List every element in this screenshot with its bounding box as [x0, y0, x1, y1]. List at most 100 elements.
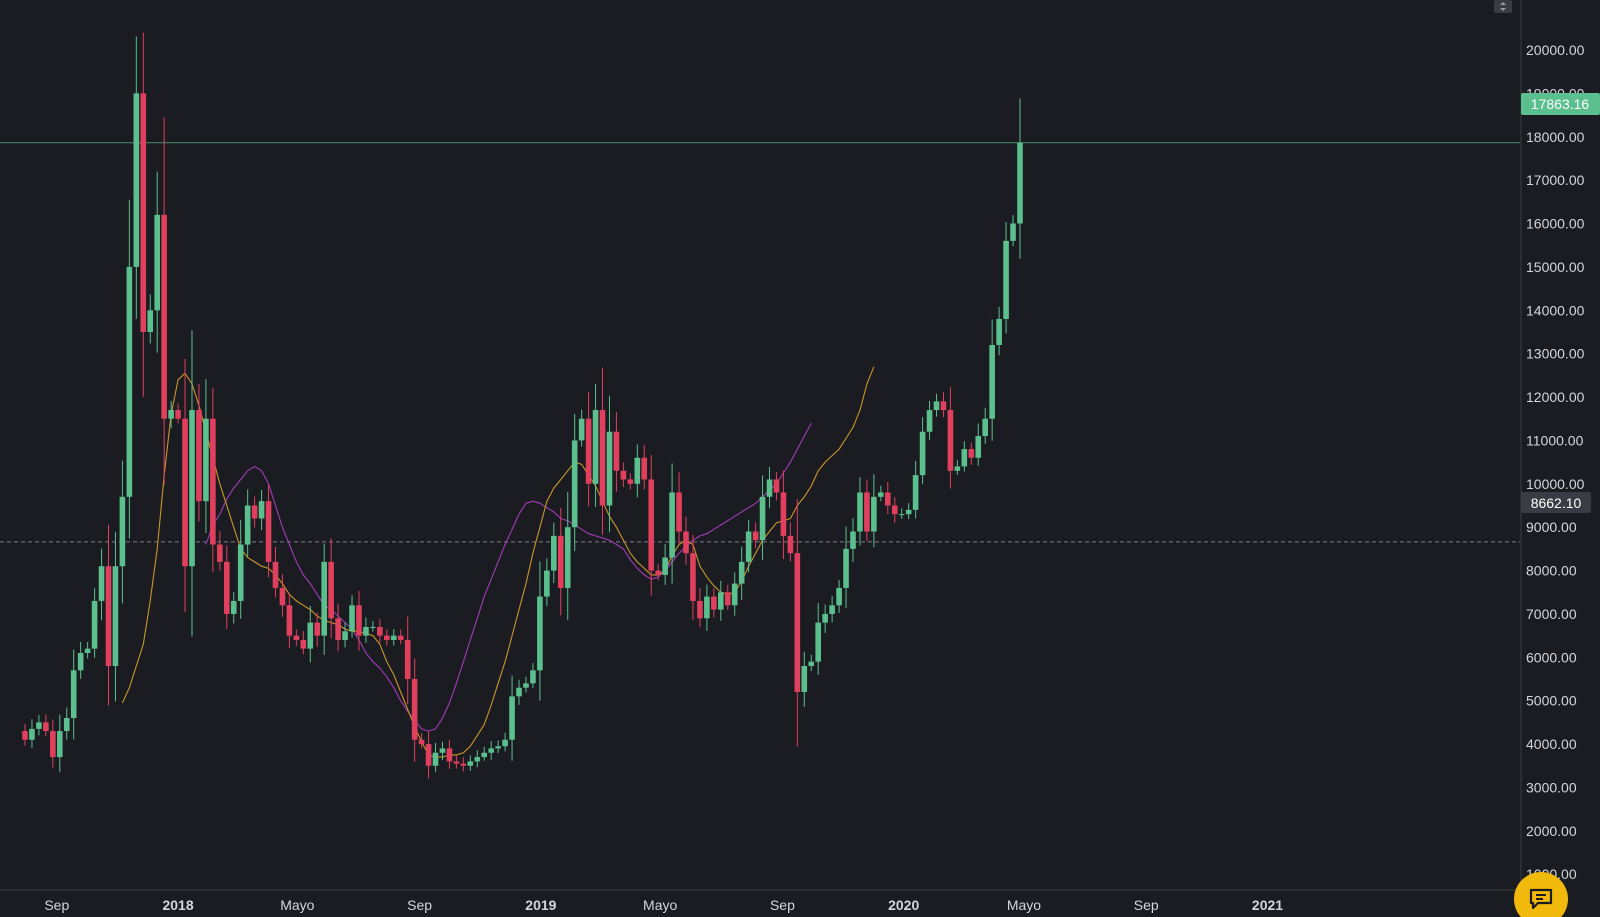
- candle-body: [592, 410, 599, 484]
- candle: [265, 484, 272, 578]
- candle-body: [564, 527, 571, 588]
- candle-body: [467, 761, 474, 766]
- candle-body: [411, 679, 418, 740]
- candle-body: [627, 479, 634, 484]
- candle: [133, 36, 140, 319]
- candle-body: [989, 344, 995, 419]
- candle-body: [63, 718, 70, 732]
- candle: [996, 306, 1002, 356]
- candle: [453, 755, 460, 769]
- candle: [648, 455, 655, 596]
- y-tick-label: 16000.00: [1526, 216, 1585, 232]
- candle: [446, 739, 453, 769]
- x-tick-label: Mayo: [1007, 897, 1041, 913]
- candle-body: [961, 449, 968, 467]
- candle-body: [620, 470, 627, 480]
- candle-body: [84, 648, 91, 653]
- candle: [196, 383, 202, 522]
- candle-body: [210, 418, 216, 545]
- candle: [564, 492, 571, 620]
- candle-body: [258, 501, 265, 519]
- x-tick-label: 2021: [1252, 897, 1283, 913]
- settings-corner-icon[interactable]: [1494, 0, 1512, 13]
- candle-body: [871, 496, 877, 532]
- y-tick-label: 4000.00: [1526, 736, 1577, 752]
- time-axis[interactable]: Sep 2018 Mayo Sep 2019 Mayo Sep 2020 Mayo Sep 2021: [44, 897, 1283, 913]
- candle-body: [328, 561, 334, 619]
- chat-button[interactable]: [1514, 872, 1568, 917]
- x-tick-label: Sep: [770, 897, 795, 913]
- candle-body: [690, 553, 696, 601]
- candle: [891, 497, 898, 523]
- candle: [850, 518, 856, 562]
- y-tick-label: 11000.00: [1526, 432, 1584, 448]
- candle: [655, 564, 661, 581]
- candle-body: [898, 514, 905, 516]
- candle-body: [279, 587, 286, 606]
- candle: [335, 603, 341, 652]
- candle-body: [1017, 142, 1023, 224]
- candle: [495, 740, 501, 753]
- candle-body: [237, 544, 244, 601]
- price-axis[interactable]: 20000.0019000.0018000.0017000.0016000.00…: [1526, 42, 1585, 917]
- x-tick-label: 2019: [525, 897, 556, 913]
- candle-body: [641, 457, 648, 480]
- candle: [91, 588, 98, 658]
- candle: [105, 524, 112, 706]
- candle: [22, 724, 28, 746]
- candle-body: [523, 683, 529, 688]
- candle-body: [857, 492, 863, 532]
- candle-body: [112, 566, 119, 666]
- candle-body: [954, 466, 961, 471]
- candle: [29, 719, 35, 749]
- candle-body: [808, 661, 815, 666]
- candle: [203, 379, 209, 533]
- candle-body: [91, 600, 98, 649]
- candle-body: [1003, 240, 1009, 319]
- candle-body: [502, 739, 508, 747]
- candle-body: [759, 496, 766, 541]
- candle-body: [342, 631, 348, 640]
- candle: [697, 588, 703, 628]
- candle: [363, 617, 369, 643]
- candle: [349, 595, 355, 638]
- candle: [599, 367, 606, 535]
- candle: [968, 442, 975, 465]
- candle-body: [926, 410, 933, 432]
- candle: [509, 675, 515, 761]
- candle: [43, 714, 49, 736]
- candle: [857, 477, 863, 546]
- candle-body: [864, 492, 870, 532]
- candle: [961, 441, 968, 472]
- candle: [919, 417, 926, 485]
- x-tick-label: Sep: [44, 897, 69, 913]
- candle: [370, 620, 376, 632]
- candle: [307, 605, 314, 663]
- current-price-label-text: 17863.16: [1531, 96, 1590, 112]
- candle: [377, 618, 383, 643]
- candle: [752, 522, 759, 549]
- candle-body: [613, 431, 620, 471]
- candle-body: [884, 492, 891, 506]
- candle-body: [683, 531, 689, 554]
- candle-body: [495, 746, 501, 749]
- y-tick-label: 15000.00: [1526, 259, 1585, 275]
- candle-body: [50, 731, 56, 758]
- candle-body: [307, 622, 314, 649]
- candle: [1017, 98, 1023, 259]
- candle-body: [599, 410, 606, 506]
- candle-body: [836, 587, 842, 606]
- candle-body: [634, 457, 641, 484]
- candle-body: [189, 410, 195, 567]
- candle: [63, 707, 70, 740]
- candle: [36, 714, 42, 736]
- candle: [474, 750, 481, 768]
- candle: [98, 548, 105, 621]
- candle: [272, 546, 279, 598]
- candle: [293, 629, 300, 647]
- x-tick-label: Mayo: [643, 897, 677, 913]
- candle: [544, 558, 550, 607]
- ma-long-line: [205, 422, 812, 732]
- y-tick-label: 7000.00: [1526, 606, 1577, 622]
